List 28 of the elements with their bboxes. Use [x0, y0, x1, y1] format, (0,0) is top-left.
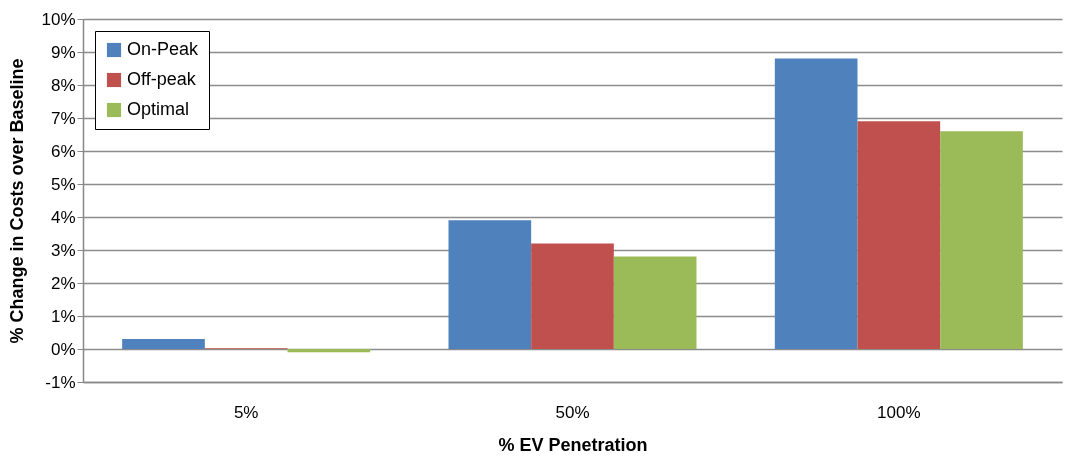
y-tick-label: -1% [45, 372, 76, 392]
x-tick-label: 5% [233, 402, 259, 422]
y-tick-label: 8% [50, 75, 76, 95]
bar [448, 220, 532, 349]
x-tick-label: 100% [877, 402, 921, 422]
bar [531, 243, 614, 349]
x-tick-label: 50% [555, 402, 590, 422]
y-tick-label: 1% [50, 306, 76, 326]
y-axis-title: % Change in Costs over Baseline [7, 58, 28, 344]
y-tick-label: 6% [50, 141, 76, 161]
legend-label: Off-peak [127, 69, 197, 89]
y-tick-label: 4% [50, 207, 76, 227]
y-tick-label: 0% [50, 339, 76, 359]
y-tick-label: 5% [50, 174, 76, 194]
y-tick-label: 2% [50, 273, 76, 293]
y-tick-label: 9% [50, 42, 76, 62]
bar [122, 339, 205, 349]
bar [940, 131, 1023, 349]
bar [613, 256, 697, 349]
legend-label: On-Peak [127, 39, 200, 59]
legend-label: Optimal [127, 99, 190, 119]
bar [774, 58, 858, 349]
bar [857, 121, 941, 349]
y-tick-label: 3% [50, 240, 76, 260]
x-axis-title: % EV Penetration [498, 434, 648, 455]
y-tick-label: 10% [41, 9, 76, 29]
bar [287, 349, 371, 353]
y-tick-label: 7% [50, 108, 76, 128]
